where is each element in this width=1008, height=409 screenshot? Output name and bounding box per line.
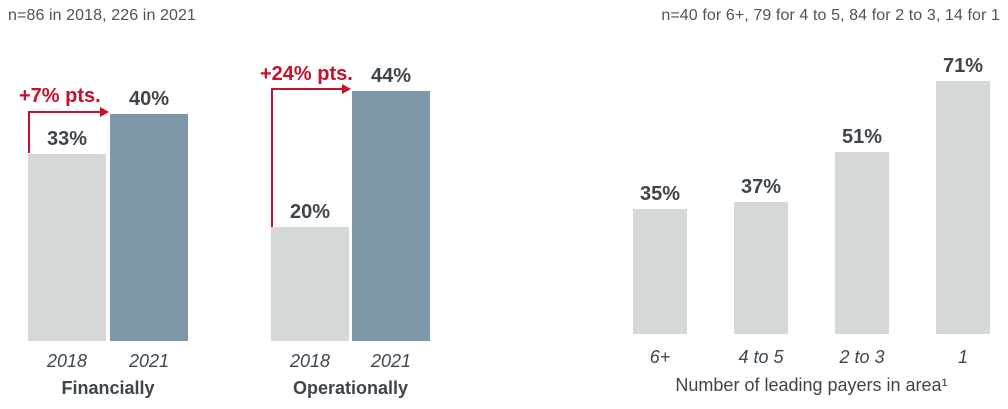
axis-tick-2to3: 2 to 3 xyxy=(839,347,885,367)
axis-tick-4to5: 4 to 5 xyxy=(738,347,784,367)
x-axis-title: Number of leading payers in area¹ xyxy=(675,375,948,395)
bar-2018-operationally xyxy=(271,227,349,341)
bar-2018-financially xyxy=(28,154,106,341)
axis-tick-2018: 2018 xyxy=(46,351,88,371)
bar-4to5 xyxy=(734,202,788,334)
delta-label-financially: +7% pts. xyxy=(19,85,101,107)
sample-size-note-left: n=86 in 2018, 226 in 2021 xyxy=(8,7,196,24)
bar-6plus xyxy=(633,209,687,334)
value-label-1: 71% xyxy=(942,55,984,77)
value-label-2021-financially: 40% xyxy=(128,88,170,110)
axis-tick-2018: 2018 xyxy=(289,351,331,371)
group-title-financially: Financially xyxy=(61,378,155,398)
delta-arrow-head-icon xyxy=(342,84,351,94)
chart-group-operationally: +24% pts. 20% 44% 2018 2021 Operationall… xyxy=(260,0,430,409)
group-title-operationally: Operationally xyxy=(292,378,409,398)
bar-2to3 xyxy=(835,152,889,334)
value-label-2to3: 51% xyxy=(841,126,883,148)
value-label-6plus: 35% xyxy=(639,183,681,205)
chart-group-financially: +7% pts. 33% 40% 2018 2021 Financially xyxy=(19,0,188,409)
value-label-2018-financially: 33% xyxy=(46,128,88,150)
value-label-2018-operationally: 20% xyxy=(289,201,331,223)
bar-1 xyxy=(936,81,990,334)
chart-payers-in-area: 35% 37% 51% 71% 6+ 4 to 5 2 to 3 1 Numbe… xyxy=(633,0,990,409)
bar-2021-operationally xyxy=(352,91,430,341)
axis-tick-1: 1 xyxy=(957,347,968,367)
delta-arrow-line xyxy=(271,88,343,90)
axis-tick-2021: 2021 xyxy=(370,351,412,371)
value-label-2021-operationally: 44% xyxy=(370,65,412,87)
bar-2021-financially xyxy=(110,114,188,341)
delta-arrow-head-icon xyxy=(100,107,109,117)
delta-label-operationally: +24% pts. xyxy=(260,63,353,85)
value-label-4to5: 37% xyxy=(740,176,782,198)
delta-arrow-line xyxy=(28,111,101,113)
delta-arrow-drop xyxy=(271,88,273,227)
axis-tick-2021: 2021 xyxy=(128,351,170,371)
axis-tick-6plus: 6+ xyxy=(649,347,671,367)
sample-size-note-right: n=40 for 6+, 79 for 4 to 5, 84 for 2 to … xyxy=(661,7,1000,24)
delta-arrow-drop xyxy=(28,111,30,153)
